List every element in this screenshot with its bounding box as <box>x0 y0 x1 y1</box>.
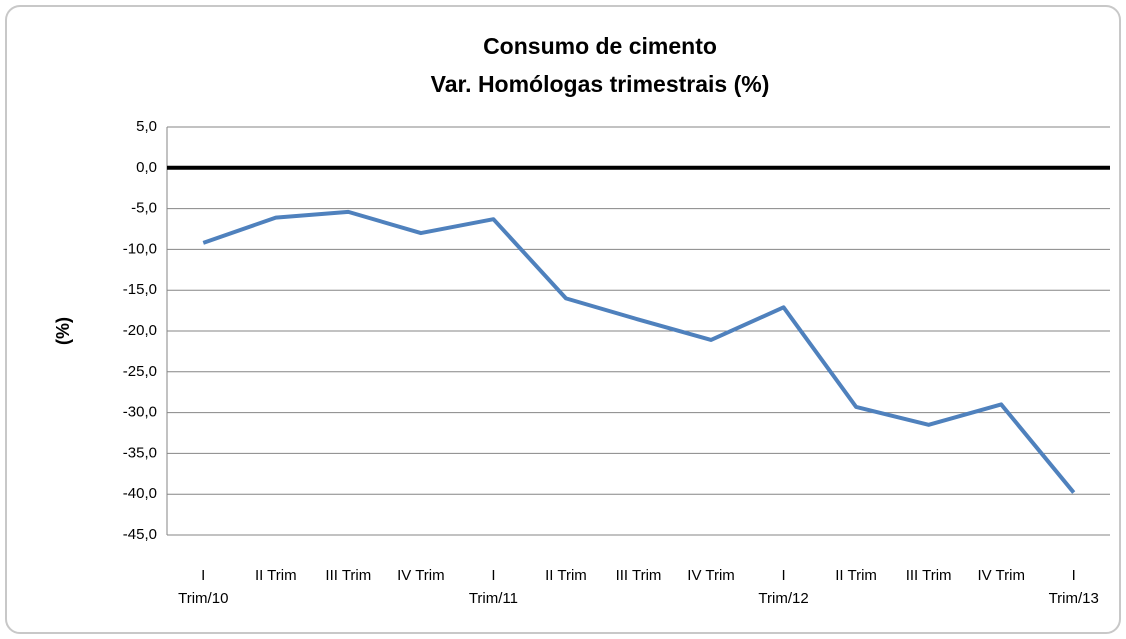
x-tick-label: II Trim <box>835 567 877 584</box>
y-tick-label: 5,0 <box>136 118 157 135</box>
x-tick-label: II Trim <box>545 567 587 584</box>
y-tick-label: -15,0 <box>123 281 157 298</box>
x-tick-label: II Trim <box>254 567 297 584</box>
x-tick-label: I Trim/10 <box>178 567 229 607</box>
y-tick-label: -35,0 <box>123 444 157 461</box>
x-tick-label: I Trim/11 <box>468 567 518 607</box>
x-tick-label: I Trim/12 <box>758 567 809 607</box>
chart-subtitle: Var. Homólogas trimestrais (%) <box>431 71 770 97</box>
y-tick-label: 0,0 <box>136 159 157 176</box>
x-tick-label: IV Trim <box>977 567 1025 584</box>
y-axis-label: (%) <box>53 317 73 345</box>
y-tick-label: -20,0 <box>123 322 157 339</box>
y-tick-label: -5,0 <box>131 200 157 217</box>
chart-title: Consumo de cimento <box>483 33 717 59</box>
x-tick-label: I Trim/13 <box>1048 567 1099 607</box>
x-tick-label: III Trim <box>615 567 662 584</box>
y-tick-label: -45,0 <box>123 526 157 543</box>
x-tick-label: IV Trim <box>397 567 445 584</box>
y-tick-label: -30,0 <box>123 404 157 421</box>
y-tick-label: -10,0 <box>123 240 157 257</box>
line <box>202 209 1076 494</box>
x-tick-label: III Trim <box>325 567 372 584</box>
chart-border <box>5 5 1121 634</box>
x-tick-label: III Trim <box>905 567 952 584</box>
y-tick-label: -40,0 <box>123 485 157 502</box>
x-tick-label: IV Trim <box>687 567 735 584</box>
y-tick-label: -25,0 <box>123 363 157 380</box>
